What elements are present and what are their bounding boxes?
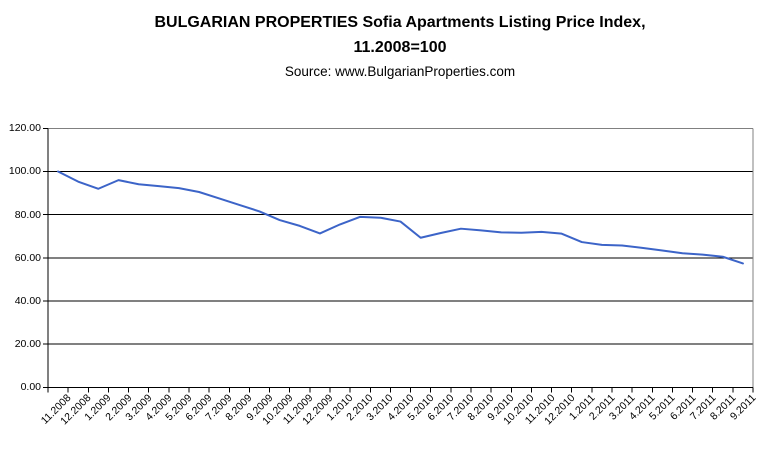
- chart-title-line1: BULGARIAN PROPERTIES Sofia Apartments Li…: [154, 14, 646, 31]
- chart-header: BULGARIAN PROPERTIES Sofia Apartments Li…: [25, 10, 775, 82]
- series-line: [57, 170, 744, 265]
- y-axis-tick-label: 0.00: [20, 381, 41, 394]
- chart-source: Source: www.BulgarianProperties.com: [284, 64, 516, 79]
- y-axis-tick-label: 80.00: [14, 208, 41, 221]
- y-axis-tick-label: 60.00: [14, 251, 41, 264]
- y-axis-tick-label: 120.00: [8, 122, 41, 135]
- y-axis-tick-label: 40.00: [14, 294, 41, 307]
- chart-title-line2: 11.2008=100: [353, 39, 447, 56]
- y-axis-tick-label: 20.00: [14, 338, 41, 351]
- y-axis-tick-label: 100.00: [8, 165, 41, 178]
